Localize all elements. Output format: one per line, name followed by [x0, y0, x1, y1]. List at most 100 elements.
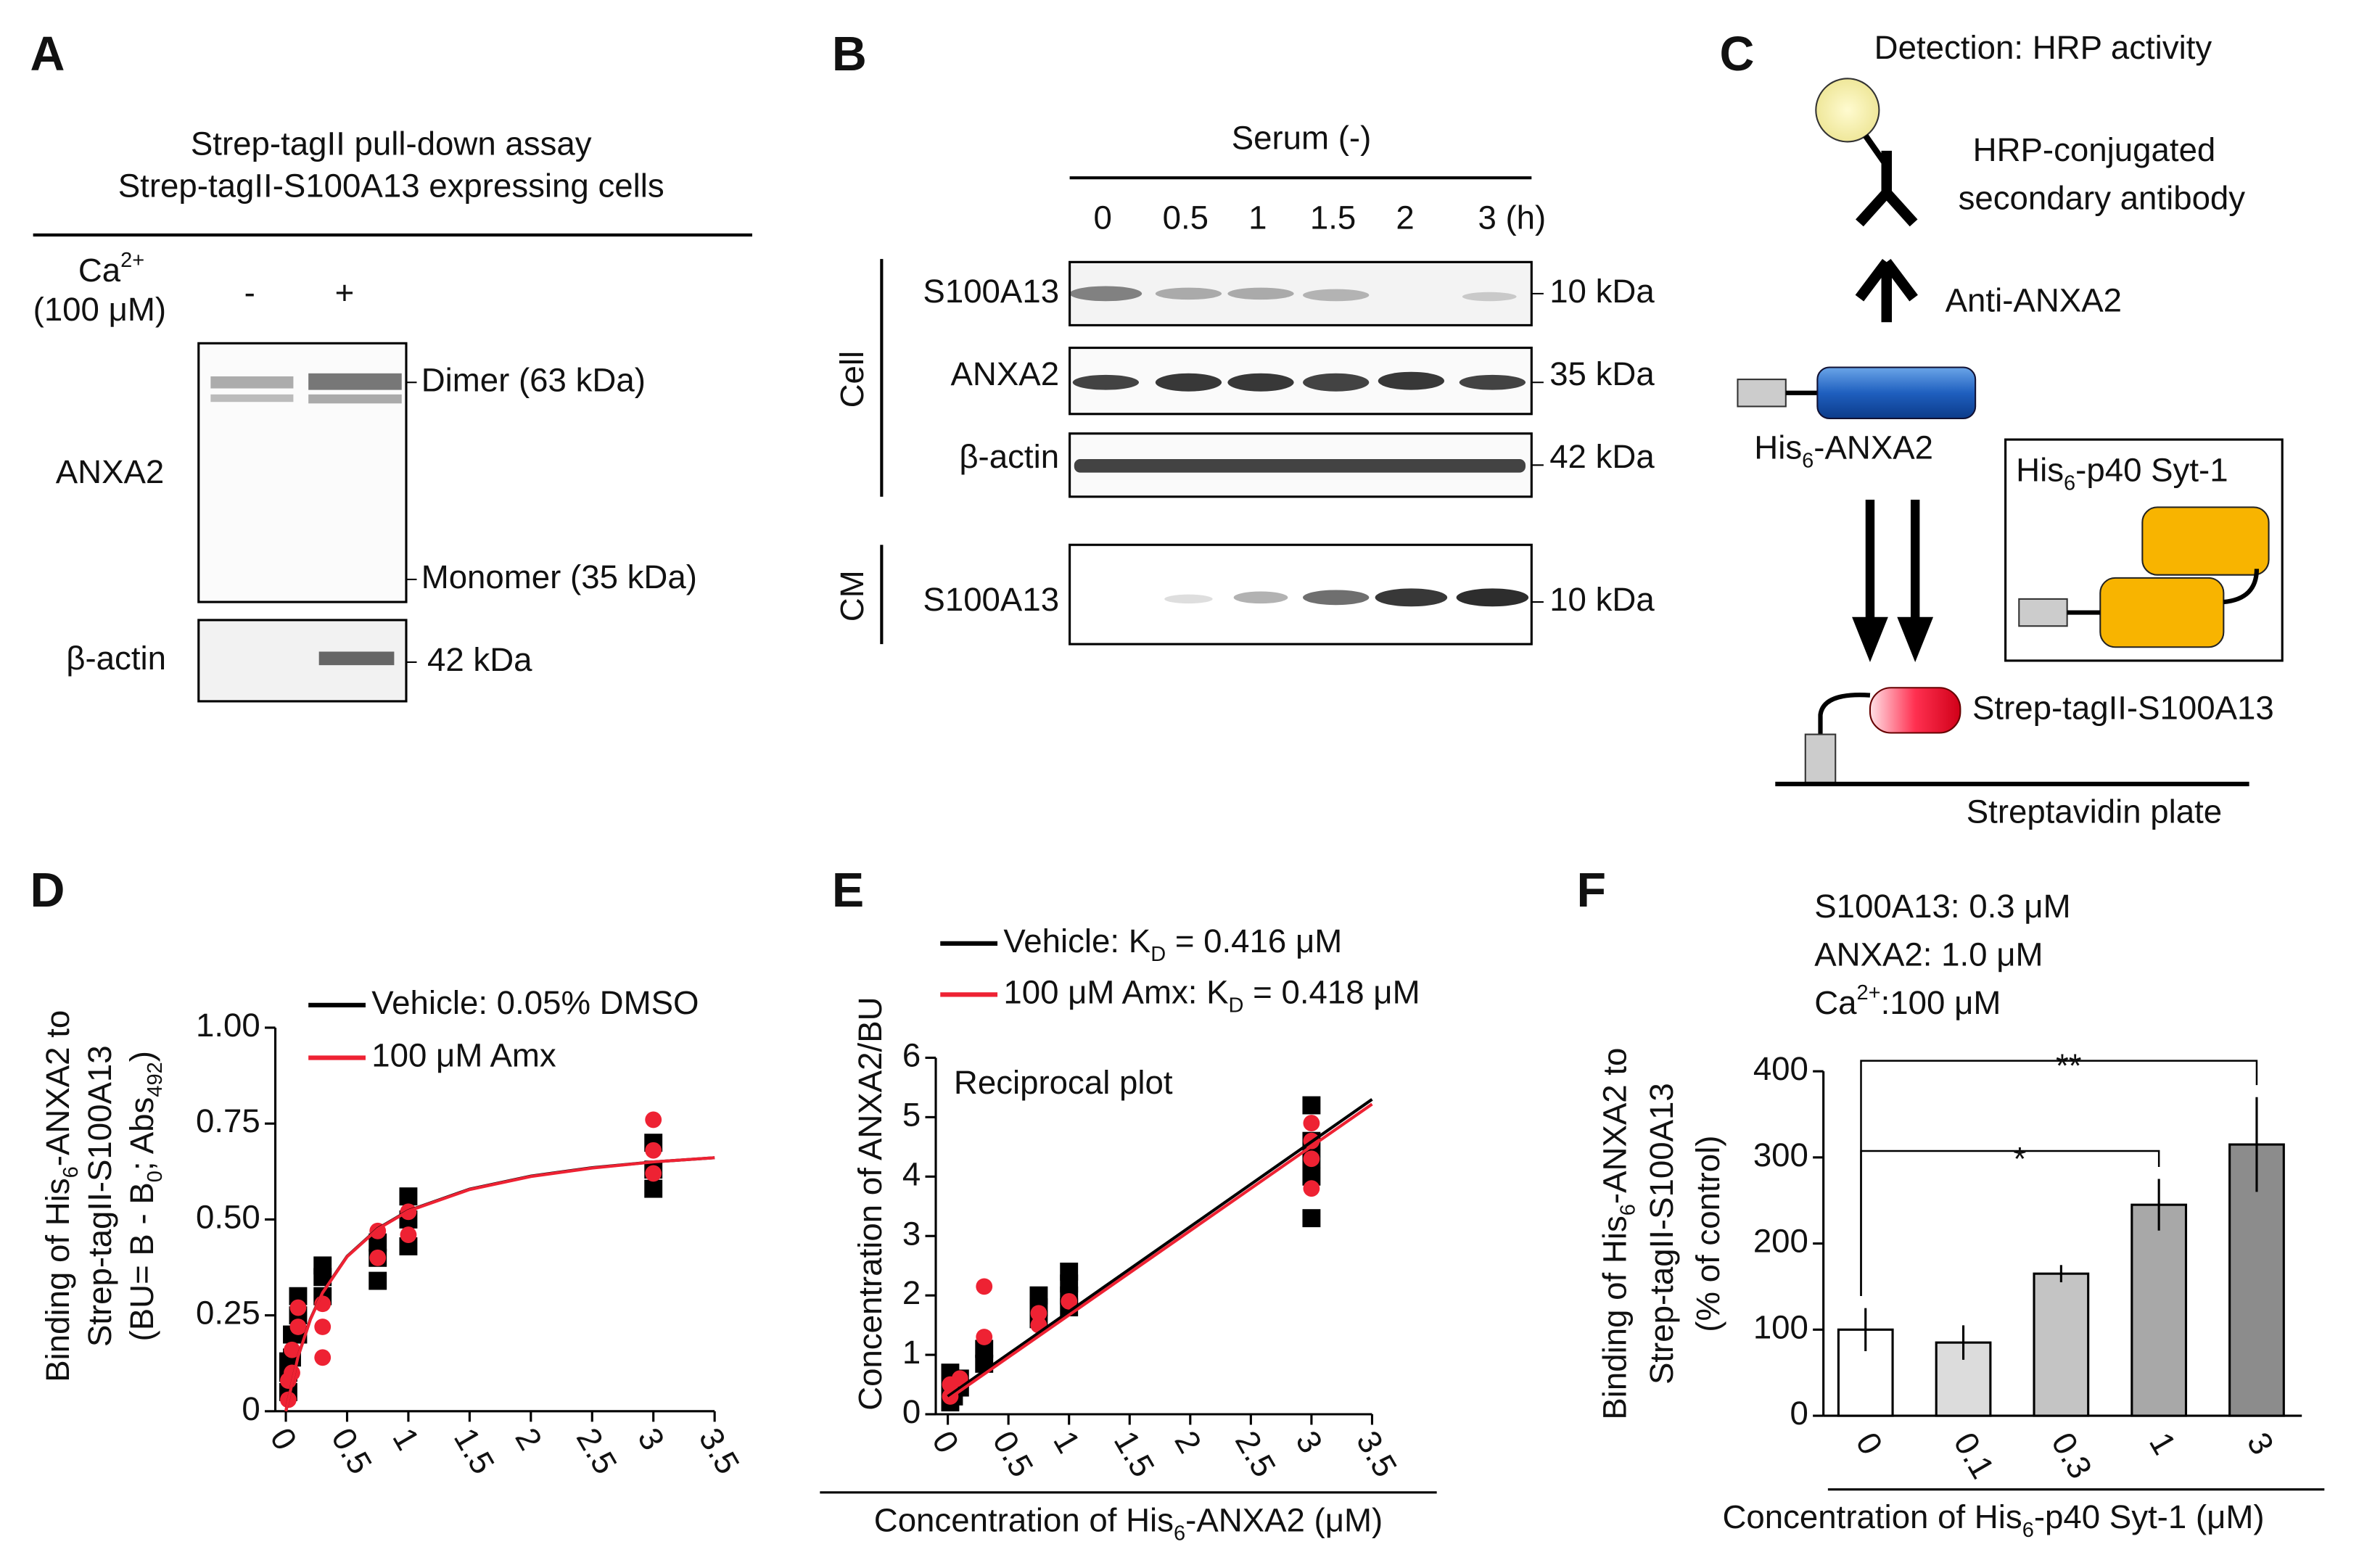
- note: Ca2+:100 μM: [1814, 981, 2001, 1021]
- label-part: = 0.416 μM: [1166, 923, 1342, 960]
- label: Dimer (63 kDa): [421, 361, 646, 398]
- label-part: 2+: [1857, 981, 1881, 1004]
- label: Ca2+: [78, 249, 144, 289]
- y-tick-label: 0: [902, 1393, 921, 1430]
- label: C: [1720, 28, 1755, 81]
- point: [289, 1319, 307, 1335]
- x-tick-label: 3.5: [692, 1421, 747, 1480]
- label: Strep-tagII-S100A13 expressing cells: [118, 168, 664, 205]
- label: +: [335, 274, 355, 311]
- x-tick-label: 0.3: [2044, 1427, 2099, 1485]
- label-part: 6: [1616, 1204, 1639, 1216]
- label-part: 6: [2022, 1519, 2034, 1542]
- label: -: [244, 274, 255, 311]
- point: [1303, 1180, 1320, 1197]
- x-tick-label: 0.5: [324, 1421, 379, 1480]
- x-tick-label: 0.5: [986, 1425, 1041, 1483]
- x-tick-label: 3: [1288, 1425, 1330, 1459]
- point: [314, 1319, 332, 1335]
- label-part: Ca: [78, 252, 121, 289]
- bar: [2033, 1272, 2090, 1417]
- panel-b: [880, 176, 1544, 645]
- label: S100A13: [923, 581, 1059, 618]
- label: β-actin: [66, 640, 166, 677]
- x-tick-label: 2: [508, 1421, 549, 1456]
- label: 10 kDa: [1549, 273, 1655, 310]
- band: [308, 394, 402, 404]
- label-part: 6: [1802, 449, 1813, 472]
- label: Strep-tagII pull-down assay: [191, 125, 592, 162]
- arrowhead: [1852, 616, 1934, 663]
- y-tick-label: 4: [902, 1155, 921, 1192]
- label: Serum (-): [1232, 119, 1372, 156]
- label-part: Vehicle: K: [1003, 923, 1150, 960]
- x-tick-label: 1.5: [1107, 1425, 1162, 1483]
- label-part: ): [123, 1051, 160, 1062]
- label-part: S100A13: 0.3 μM: [1814, 888, 2070, 925]
- band: [308, 373, 402, 390]
- label-part: Concentration of His: [874, 1501, 1174, 1538]
- label-part: -ANXA2 to: [1597, 1048, 1634, 1204]
- y-tick-label: 100: [1753, 1308, 1808, 1345]
- label: D: [30, 864, 65, 917]
- bar: [2130, 1203, 2188, 1417]
- label: CM: [833, 570, 870, 622]
- label-part: 6: [2064, 471, 2075, 495]
- blot: [1069, 543, 1533, 645]
- domain: [2141, 506, 2270, 576]
- label-part: Concentration of His: [1722, 1498, 2022, 1535]
- y-tick-label: 3: [902, 1215, 921, 1252]
- x-tick-label: 2: [1167, 1425, 1209, 1459]
- bracket: [1860, 1060, 2258, 1297]
- label: ANXA2: [951, 355, 1060, 392]
- label-part: -p40 Syt-1 (μM): [2034, 1498, 2265, 1535]
- legend-label: 100 μM Amx: [371, 1037, 556, 1074]
- point: [399, 1187, 418, 1206]
- label: β-actin: [959, 438, 1059, 475]
- label: Anti-ANXA2: [1946, 281, 2122, 318]
- label-part: 6: [59, 1166, 83, 1178]
- label-part: -ANXA2: [1813, 429, 1933, 466]
- label-part: -ANXA2 to: [39, 1010, 76, 1166]
- label-part: 6: [1174, 1522, 1185, 1545]
- label: His6-p40 Syt-1: [2016, 452, 2228, 495]
- x-tick-label: 0: [925, 1425, 966, 1459]
- y-tick-label: 2: [902, 1274, 921, 1311]
- y-tick-label: 6: [902, 1037, 921, 1074]
- point: [314, 1349, 332, 1366]
- fit-line: [947, 1102, 1373, 1401]
- point: [313, 1256, 332, 1275]
- fit-line: [284, 1156, 715, 1412]
- band: [210, 376, 294, 389]
- point: [284, 1341, 300, 1358]
- point: [645, 1111, 662, 1128]
- y-tick-label: 0.75: [196, 1102, 260, 1139]
- label: 0.5: [1163, 199, 1209, 236]
- y-axis-label: Strep-tagII-S100A13: [1643, 1083, 1680, 1385]
- blot: [1069, 346, 1533, 416]
- legend-label: Vehicle: 0.05% DMSO: [371, 984, 699, 1021]
- antibody: [1855, 258, 1918, 323]
- point: [1061, 1292, 1078, 1310]
- y-axis-label: Binding of His6-ANXA2 to: [1597, 1048, 1640, 1420]
- y-tick-label: 1: [902, 1334, 921, 1371]
- label-part: ; Abs: [123, 1097, 160, 1171]
- label: 10 kDa: [1549, 581, 1655, 618]
- arrow: [1865, 500, 1920, 632]
- label: Monomer (35 kDa): [421, 558, 697, 595]
- label-part: D: [1150, 943, 1166, 966]
- label-part: 2+: [120, 249, 144, 272]
- y-axis-label: Concentration of ANXA2/BU: [852, 996, 889, 1410]
- blot: [1069, 260, 1533, 326]
- y-axis-label: (% of control): [1689, 1136, 1726, 1332]
- y-tick-label: 200: [1753, 1223, 1808, 1260]
- fit-line: [947, 1098, 1373, 1398]
- label-part: His: [1754, 429, 1802, 466]
- label: F: [1577, 864, 1607, 917]
- point: [1060, 1262, 1079, 1281]
- point: [645, 1165, 662, 1182]
- y-tick-label: 0.50: [196, 1198, 260, 1235]
- label: 2: [1396, 199, 1414, 236]
